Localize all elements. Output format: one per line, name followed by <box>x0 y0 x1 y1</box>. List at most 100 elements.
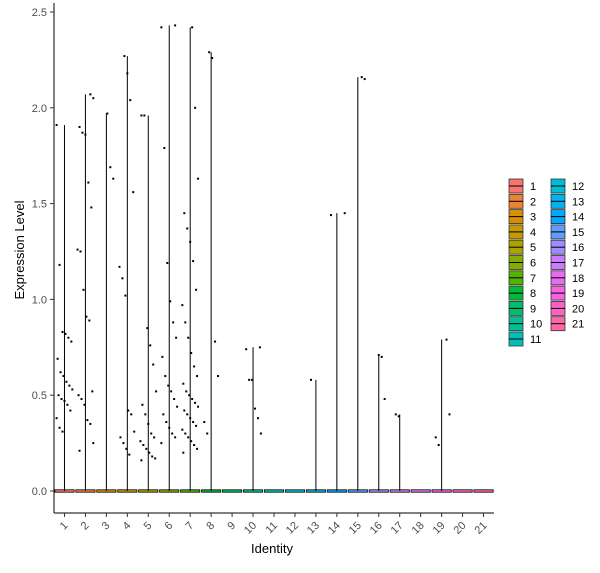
point <box>76 248 79 251</box>
point <box>68 384 71 387</box>
legend-label-10: 10 <box>530 319 542 331</box>
point <box>258 346 261 349</box>
legend-label-20: 20 <box>572 303 584 315</box>
point <box>168 426 171 429</box>
point <box>186 413 189 416</box>
point <box>214 340 217 343</box>
point <box>186 227 189 230</box>
point <box>192 421 195 424</box>
jitter-points <box>55 24 451 462</box>
point <box>329 214 332 217</box>
point <box>380 355 383 358</box>
x-tick-label: 18 <box>410 520 427 537</box>
y-tick-label: 0.0 <box>32 486 47 498</box>
x-tick-label: 20 <box>452 520 469 537</box>
point <box>162 413 165 416</box>
legend-label-7: 7 <box>530 273 536 285</box>
point <box>251 378 254 381</box>
point <box>191 26 194 29</box>
point <box>123 55 126 58</box>
violin-20 <box>452 489 473 493</box>
point <box>394 413 397 416</box>
legend-label-13: 13 <box>572 196 584 208</box>
point <box>150 432 153 435</box>
x-tick-label: 13 <box>305 520 322 537</box>
point <box>78 125 81 128</box>
legend-label-18: 18 <box>572 273 584 285</box>
point <box>437 444 440 447</box>
legend-label-19: 19 <box>572 288 584 300</box>
point <box>58 263 61 266</box>
y-axis: 0.0 0.5 1.0 1.5 2.0 2.5 <box>32 3 55 513</box>
point <box>259 432 262 435</box>
point <box>383 398 386 401</box>
point <box>190 440 193 443</box>
x-axis: 1 2 3 4 5 6 7 8 9 10 11 12 13 14 15 16 17 18 19 20 21 <box>54 512 494 537</box>
point <box>125 447 128 450</box>
x-tick-label: 11 <box>264 520 281 537</box>
legend-label-8: 8 <box>530 288 536 300</box>
y-tick-label: 2.5 <box>32 7 47 19</box>
point <box>62 375 65 378</box>
point <box>173 398 176 401</box>
point <box>58 426 61 429</box>
point <box>82 288 85 291</box>
point <box>56 357 59 360</box>
point <box>194 106 197 109</box>
x-axis-title: Identity <box>251 541 293 556</box>
violin-marks <box>54 25 494 493</box>
point <box>146 327 149 330</box>
point <box>248 378 251 381</box>
point <box>164 375 167 378</box>
point <box>140 114 143 117</box>
point <box>148 451 151 454</box>
point <box>92 97 95 100</box>
x-tick-label: 16 <box>368 520 385 537</box>
point <box>184 321 187 324</box>
point <box>69 409 72 412</box>
point <box>65 380 68 383</box>
point <box>71 388 74 391</box>
x-tick-label: 17 <box>389 520 406 537</box>
point <box>154 457 157 460</box>
point <box>129 99 132 102</box>
point <box>197 405 200 408</box>
point <box>128 453 131 456</box>
point <box>195 288 198 291</box>
point <box>80 398 83 401</box>
point <box>191 398 194 401</box>
point <box>86 419 89 422</box>
point <box>397 415 400 418</box>
point <box>254 407 257 410</box>
point <box>132 191 135 194</box>
point <box>153 436 156 439</box>
point <box>245 348 248 351</box>
point <box>139 440 142 443</box>
point <box>127 409 130 412</box>
point <box>445 338 448 341</box>
point <box>84 133 87 136</box>
x-tick-label: 3 <box>100 520 113 533</box>
legend-label-9: 9 <box>530 303 536 315</box>
point <box>194 401 197 404</box>
point <box>143 114 146 117</box>
point <box>66 403 69 406</box>
point <box>77 394 80 397</box>
point <box>192 260 195 263</box>
point <box>172 321 175 324</box>
point <box>144 413 147 416</box>
point <box>174 436 177 439</box>
point <box>142 444 145 447</box>
point <box>78 449 81 452</box>
point <box>106 112 109 115</box>
point <box>165 421 168 424</box>
point <box>70 340 73 343</box>
point <box>175 336 178 339</box>
point <box>145 447 148 450</box>
legend-label-4: 4 <box>530 227 536 239</box>
point <box>377 353 380 356</box>
point <box>88 319 91 322</box>
point <box>193 365 196 368</box>
